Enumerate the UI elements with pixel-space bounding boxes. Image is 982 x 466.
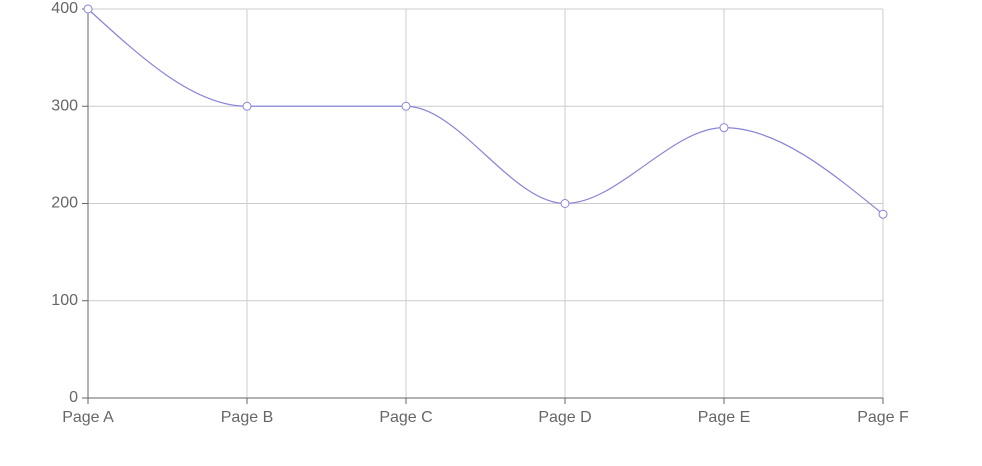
y-tick-label: 300 <box>51 97 78 114</box>
point <box>242 101 252 111</box>
point <box>401 101 411 111</box>
x-tick-label: Page F <box>857 409 909 426</box>
y-tick-label: 400 <box>51 0 78 17</box>
x-tick-label: Page D <box>538 409 591 426</box>
y-tick-label: 100 <box>51 292 78 309</box>
point <box>560 199 570 208</box>
x-tick-label: Page A <box>62 409 114 426</box>
point <box>83 4 93 14</box>
x-tick-label: Page B <box>221 409 273 426</box>
x-tick-label: Page E <box>698 409 750 426</box>
x-tick-label: Page C <box>379 409 432 426</box>
y-tick-label: 0 <box>69 389 78 406</box>
y-tick-label: 200 <box>51 195 78 212</box>
point <box>719 123 729 133</box>
line <box>87 8 884 215</box>
point <box>878 209 888 219</box>
